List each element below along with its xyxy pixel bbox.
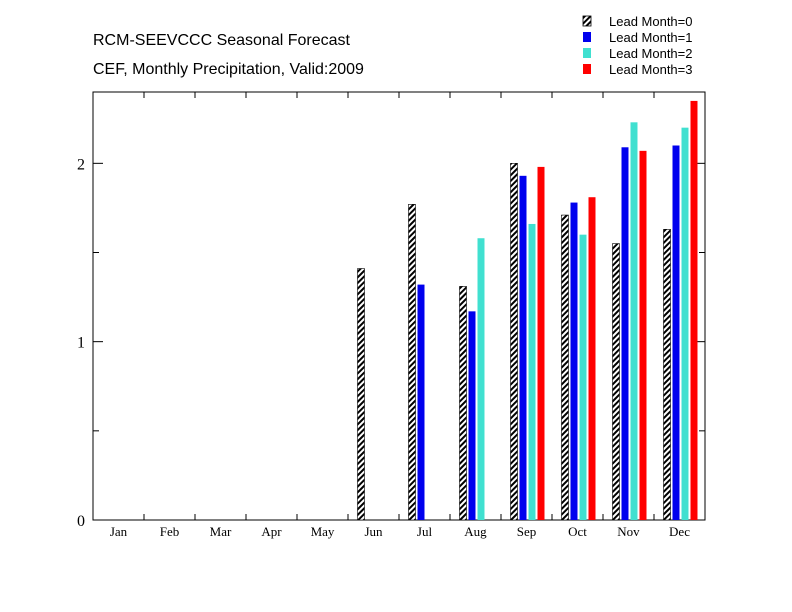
legend-swatch-1 — [583, 32, 591, 42]
x-axis-labels: Jan Feb Mar Apr May Jun Jul Aug Sep Oct Nov Dec — [110, 524, 690, 539]
y-tick-label: 1 — [77, 335, 85, 352]
bar-aug-lead1 — [468, 311, 476, 520]
bar-aug-lead0 — [459, 286, 467, 521]
bar-dec-lead0 — [663, 229, 671, 521]
bar-oct-lead1 — [570, 202, 578, 521]
bar-dec-lead2 — [681, 127, 689, 521]
x-tick-label: Feb — [160, 524, 180, 539]
legend-label-2: Lead Month=2 — [609, 46, 692, 61]
legend-swatch-0 — [582, 15, 592, 27]
bar-oct-lead0 — [561, 214, 569, 521]
y-tick-label: 0 — [77, 513, 85, 530]
legend-label-3: Lead Month=3 — [609, 62, 692, 77]
x-tick-label: Jul — [417, 524, 433, 539]
x-tick-label: Oct — [568, 524, 587, 539]
bar-jul-lead0 — [408, 204, 416, 521]
y-axis-labels: 0 1 2 — [77, 156, 85, 530]
bar-nov-lead0 — [612, 243, 620, 521]
bars — [357, 100, 698, 521]
chart-title: RCM-SEEVCCC Seasonal Forecast — [93, 32, 351, 49]
bar-sep-lead1 — [519, 175, 527, 521]
x-tick-label: Dec — [669, 524, 690, 539]
bar-sep-lead0 — [510, 163, 518, 521]
bar-dec-lead3 — [690, 100, 698, 521]
x-tick-label: Jan — [110, 524, 128, 539]
legend-label-1: Lead Month=1 — [609, 30, 692, 45]
chart-subtitle: CEF, Monthly Precipitation, Valid:2009 — [93, 61, 364, 78]
axis-ticks — [93, 92, 705, 521]
x-tick-label: Nov — [617, 524, 640, 539]
legend-label-0: Lead Month=0 — [609, 14, 692, 29]
bar-nov-lead1 — [621, 147, 629, 521]
x-tick-label: Mar — [210, 524, 232, 539]
x-tick-label: Apr — [261, 524, 282, 539]
bar-sep-lead2 — [528, 223, 536, 520]
legend-swatch-2 — [583, 48, 591, 58]
bar-dec-lead1 — [672, 145, 680, 520]
bar-nov-lead3 — [639, 150, 647, 520]
bar-sep-lead3 — [537, 166, 545, 520]
bar-jul-lead1 — [417, 284, 425, 520]
bar-aug-lead2 — [477, 238, 485, 520]
y-tick-label: 2 — [77, 156, 85, 173]
bar-oct-lead2 — [579, 234, 587, 520]
x-tick-label: Jun — [364, 524, 383, 539]
x-tick-label: May — [311, 524, 335, 539]
bar-oct-lead3 — [588, 197, 596, 520]
bar-jun-lead0 — [357, 268, 365, 521]
bar-nov-lead2 — [630, 122, 638, 521]
x-tick-label: Sep — [517, 524, 537, 539]
legend-swatch-3 — [583, 64, 591, 74]
x-tick-label: Aug — [464, 524, 487, 539]
